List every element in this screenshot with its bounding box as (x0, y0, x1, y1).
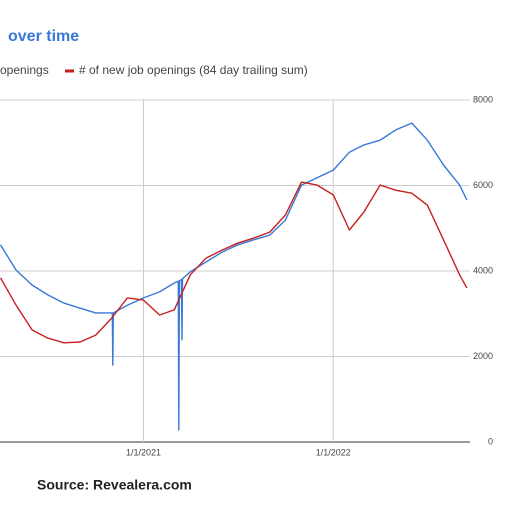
y-tick-label: 6000 (473, 180, 493, 190)
y-tick-label: 8000 (473, 94, 493, 104)
x-tick-label: 1/1/2021 (126, 447, 161, 457)
x-tick-label: 1/1/2022 (316, 447, 351, 457)
y-tick-label: 4000 (473, 265, 493, 275)
chart-title: over time (8, 28, 79, 45)
series-line (0, 181, 468, 344)
y-tick-label: 2000 (473, 351, 493, 361)
legend-label: # of new job openings (84 day trailing s… (79, 63, 308, 77)
series-line (0, 122, 468, 431)
legend-label: openings (0, 63, 49, 77)
y-tick-label: 0 (488, 436, 493, 446)
source: Source: Revealera.com (37, 477, 192, 493)
